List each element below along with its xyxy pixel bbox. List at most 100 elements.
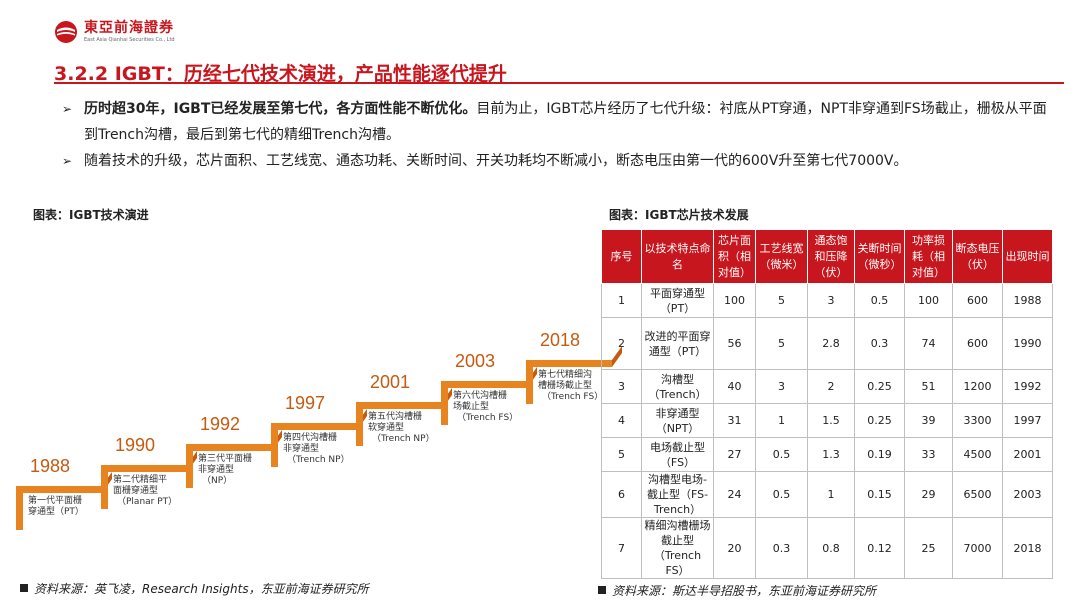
table-cell: 2018	[1002, 517, 1053, 579]
table-cell: 精细沟槽栅场截止型（Trench FS）	[641, 517, 714, 579]
table-cell: 2003	[1002, 471, 1053, 518]
table-cell: 0.15	[854, 471, 905, 518]
brand-name: 東亞前海證券	[84, 20, 174, 36]
table-cell: 33	[904, 437, 953, 472]
timeline-step-label: 第三代平面栅 非穿通型 （NP）	[198, 454, 252, 487]
table-header-cell: 芯片面积（相对值）	[713, 229, 756, 284]
timeline-step-label-line: 穿通型（PT）	[28, 507, 84, 517]
timeline-step-label-line: 槽栅场截止型	[538, 381, 593, 391]
table-cell: 平面穿通型（PT）	[641, 283, 714, 318]
table-cell: 0.5	[755, 437, 808, 472]
timeline-step-notch	[357, 409, 367, 430]
table-cell: 31	[713, 403, 756, 438]
bullet-bold: 历时超30年，IGBT已经发展至第七代，各方面性能不断优化。	[84, 101, 477, 117]
table-cell: 40	[713, 369, 756, 404]
page-title: 3.2.2 IGBT：历经七代技术演进，产品性能逐代提升	[54, 63, 507, 85]
timeline-step-label: 第五代沟槽栅 软穿通型 （Trench NP）	[368, 412, 435, 445]
table-cell: 7000	[952, 517, 1003, 579]
table-cell: 沟槽型电场-截止型（FS-Trench）	[641, 471, 714, 518]
timeline-step-label-line: 软穿通型	[368, 423, 405, 433]
square-bullet-icon	[598, 586, 606, 594]
table-row: 5 电场截止型（FS） 27 0.5 1.3 0.19 33 4500 2001	[601, 437, 1053, 472]
table-header-cell: 功率损耗（相对值）	[904, 229, 953, 284]
table-row: 6 沟槽型电场-截止型（FS-Trench） 24 0.5 1 0.15 29 6500 200…	[601, 471, 1053, 518]
table-cell: 100	[713, 283, 756, 318]
timeline-year: 2001	[370, 372, 411, 392]
timeline-step-label-line: （Planar PT）	[117, 497, 178, 507]
table-cell: 0.25	[854, 403, 905, 438]
table-cell: 0.3	[854, 317, 905, 370]
bullet-text: 随着技术的升级，芯片面积、工艺线宽、通态功耗、关断时间、开关功耗均不断减小，断态…	[84, 153, 908, 169]
table-cell: 29	[904, 471, 953, 518]
timeline-step-label-line: （Trench NP）	[372, 434, 435, 444]
right-figure-title: 图表：IGBT芯片技术发展	[609, 208, 749, 222]
timeline-step-label-line: （Trench NP）	[287, 455, 350, 465]
timeline-step-label-line: 第一代平面栅	[28, 496, 83, 506]
table-cell: 2.8	[807, 317, 855, 370]
timeline-year: 2018	[540, 330, 581, 350]
timeline-step-notch	[527, 367, 537, 388]
timeline-step-label-line: 非穿通型	[198, 465, 235, 475]
table-cell: 1	[601, 283, 642, 318]
table-cell: 4500	[952, 437, 1003, 472]
table-cell: 0.19	[854, 437, 905, 472]
timeline-step-label-line: 第四代沟槽栅	[283, 433, 338, 443]
timeline-step-notch	[187, 451, 197, 472]
bullet-list: ➢ 历时超30年，IGBT已经发展至第七代，各方面性能不断优化。目前为止，IGB…	[62, 96, 1052, 174]
brand-subtitle: East Asia Qianhai Securities Co., Ltd	[84, 37, 175, 43]
timeline-year: 1997	[285, 393, 326, 413]
timeline-year: 2003	[455, 351, 496, 371]
table-row: 2 改进的平面穿通型（PT） 56 5 2.8 0.3 74 600 1990	[601, 317, 1053, 370]
timeline-step-label: 第一代平面栅 穿通型（PT）	[28, 496, 84, 518]
table-header-cell: 工艺线宽（微米）	[755, 229, 808, 284]
table-cell: 1990	[1002, 317, 1053, 370]
table-cell: 1.3	[807, 437, 855, 472]
table-cell: 20	[713, 517, 756, 579]
table-cell: 1	[755, 403, 808, 438]
timeline-step-notch	[272, 430, 282, 451]
table-row: 7 精细沟槽栅场截止型（Trench FS） 20 0.3 0.8 0.12 25 7000 2…	[601, 517, 1053, 579]
table-cell: 1200	[952, 369, 1003, 404]
arrow-icon: ➢	[62, 102, 73, 116]
table-cell: 39	[904, 403, 953, 438]
timeline-step-label-line: 面栅穿通型	[113, 486, 159, 496]
table-cell: 1	[807, 471, 855, 518]
table-cell: 非穿通型（NPT）	[641, 403, 714, 438]
company-logo: 東亞前海證券 East Asia Qianhai Securities Co.,…	[54, 20, 175, 50]
table-cell: 3300	[952, 403, 1003, 438]
table-cell: 2	[601, 317, 642, 370]
table-header-cell: 通态饱和压降（伏）	[807, 229, 855, 284]
timeline-year: 1992	[200, 414, 241, 434]
table-cell: 4	[601, 403, 642, 438]
right-source-note: 资料来源：斯达半导招股书，东亚前海证券研究所	[598, 582, 876, 599]
table-header-cell: 断态电压（伏）	[952, 229, 1003, 284]
table-header-cell: 出现时间	[1002, 229, 1053, 284]
table-row: 1 平面穿通型（PT） 100 5 3 0.5 100 600 1988	[601, 283, 1053, 318]
table-cell: 25	[904, 517, 953, 579]
timeline-step-notch	[442, 388, 452, 409]
timeline-step-label-line: 第三代平面栅	[198, 454, 253, 464]
table-cell: 6	[601, 471, 642, 518]
timeline-step-label-line: （Trench FS）	[542, 392, 604, 402]
title-bar: 3.2.2 IGBT：历经七代技术演进，产品性能逐代提升	[54, 56, 1064, 85]
table-row: 3 沟槽型（Trench） 40 3 2 0.25 51 1200 1992	[601, 369, 1053, 404]
table-cell: 改进的平面穿通型（PT）	[641, 317, 714, 370]
bullet-text: 目前为止，IGBT芯片经历了七代升级：衬底从PT穿通，NPT非穿通到FS场截止，…	[84, 101, 1047, 143]
table-cell: 24	[713, 471, 756, 518]
table-header-cell: 序号	[601, 229, 642, 284]
timeline-step-label-line: （NP）	[202, 476, 233, 486]
timeline-step-notch	[102, 472, 112, 493]
table-cell: 3	[601, 369, 642, 404]
table-header-row: 序号 以技术特点命名 芯片面积（相对值） 工艺线宽（微米） 通态饱和压降（伏） …	[601, 229, 1053, 284]
table-cell: 0.5	[755, 471, 808, 518]
table-cell: 100	[904, 283, 953, 318]
timeline-step-label: 第六代沟槽栅 场截止型 （Trench FS）	[453, 391, 518, 424]
table-cell: 0.3	[755, 517, 808, 579]
arrow-icon: ➢	[62, 154, 73, 168]
table-cell: 600	[952, 317, 1003, 370]
table-cell: 1997	[1002, 403, 1053, 438]
table-header-cell: 关断时间（微秒）	[854, 229, 905, 284]
table-cell: 51	[904, 369, 953, 404]
table-cell: 电场截止型（FS）	[641, 437, 714, 472]
timeline-step-label-line: 第五代沟槽栅	[368, 412, 423, 422]
